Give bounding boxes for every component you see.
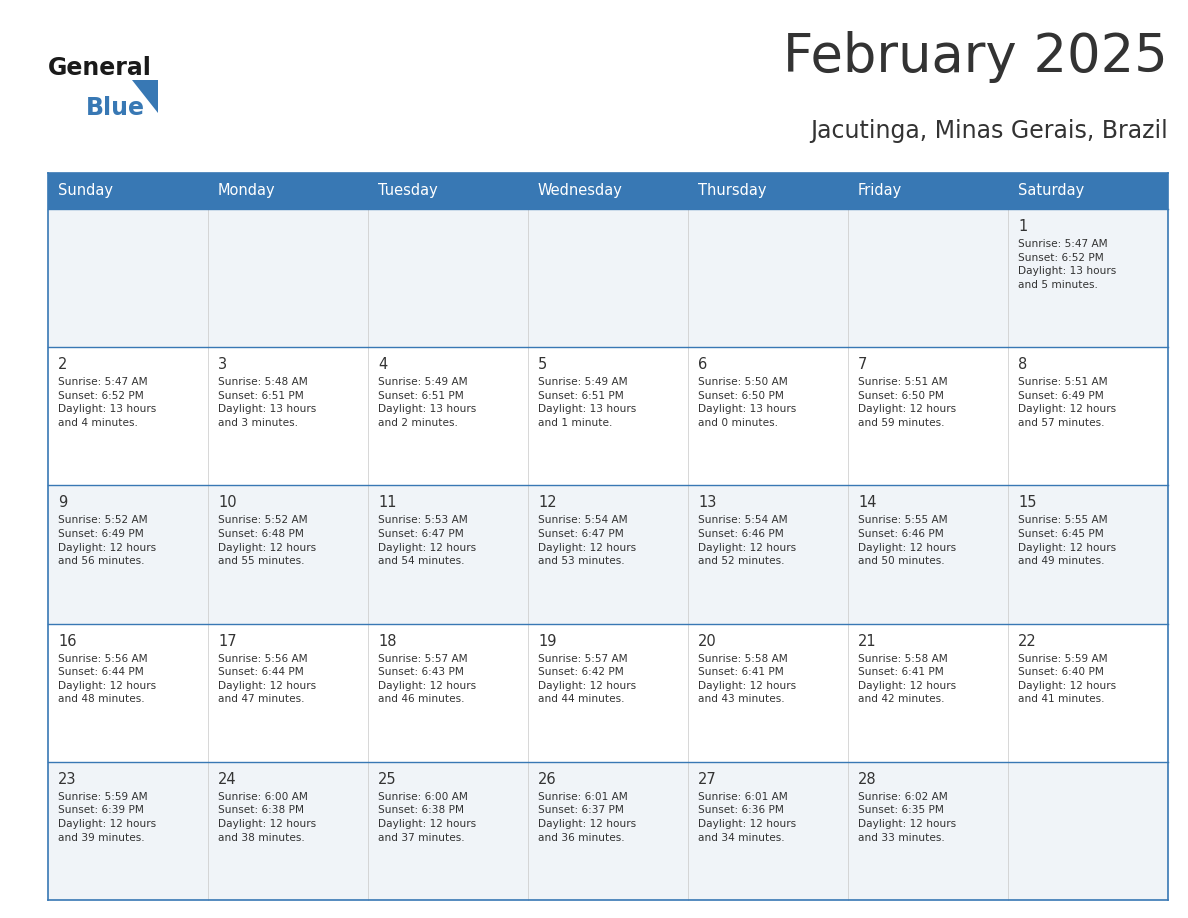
Text: February 2025: February 2025	[783, 31, 1168, 83]
Text: Sunrise: 5:55 AM
Sunset: 6:46 PM
Daylight: 12 hours
and 50 minutes.: Sunrise: 5:55 AM Sunset: 6:46 PM Dayligh…	[858, 515, 956, 566]
Text: Friday: Friday	[858, 184, 902, 198]
Text: 26: 26	[538, 772, 557, 787]
Text: Monday: Monday	[219, 184, 276, 198]
Text: Sunrise: 5:59 AM
Sunset: 6:39 PM
Daylight: 12 hours
and 39 minutes.: Sunrise: 5:59 AM Sunset: 6:39 PM Dayligh…	[58, 792, 156, 843]
Text: 5: 5	[538, 357, 548, 372]
Text: 4: 4	[378, 357, 387, 372]
Text: Tuesday: Tuesday	[378, 184, 437, 198]
Text: Sunrise: 5:58 AM
Sunset: 6:41 PM
Daylight: 12 hours
and 43 minutes.: Sunrise: 5:58 AM Sunset: 6:41 PM Dayligh…	[699, 654, 796, 704]
Text: Sunday: Sunday	[58, 184, 113, 198]
Text: Sunrise: 5:56 AM
Sunset: 6:44 PM
Daylight: 12 hours
and 48 minutes.: Sunrise: 5:56 AM Sunset: 6:44 PM Dayligh…	[58, 654, 156, 704]
Text: 22: 22	[1018, 633, 1037, 649]
Text: 7: 7	[858, 357, 867, 372]
Text: Sunrise: 5:56 AM
Sunset: 6:44 PM
Daylight: 12 hours
and 47 minutes.: Sunrise: 5:56 AM Sunset: 6:44 PM Dayligh…	[219, 654, 316, 704]
Text: Sunrise: 5:58 AM
Sunset: 6:41 PM
Daylight: 12 hours
and 42 minutes.: Sunrise: 5:58 AM Sunset: 6:41 PM Dayligh…	[858, 654, 956, 704]
Text: 10: 10	[219, 496, 236, 510]
Text: Thursday: Thursday	[699, 184, 766, 198]
Text: Sunrise: 5:51 AM
Sunset: 6:49 PM
Daylight: 12 hours
and 57 minutes.: Sunrise: 5:51 AM Sunset: 6:49 PM Dayligh…	[1018, 377, 1116, 428]
Text: 19: 19	[538, 633, 556, 649]
Text: Sunrise: 5:54 AM
Sunset: 6:47 PM
Daylight: 12 hours
and 53 minutes.: Sunrise: 5:54 AM Sunset: 6:47 PM Dayligh…	[538, 515, 636, 566]
Text: 21: 21	[858, 633, 877, 649]
Text: Sunrise: 5:48 AM
Sunset: 6:51 PM
Daylight: 13 hours
and 3 minutes.: Sunrise: 5:48 AM Sunset: 6:51 PM Dayligh…	[219, 377, 316, 428]
Text: Sunrise: 6:01 AM
Sunset: 6:37 PM
Daylight: 12 hours
and 36 minutes.: Sunrise: 6:01 AM Sunset: 6:37 PM Dayligh…	[538, 792, 636, 843]
Text: 27: 27	[699, 772, 716, 787]
Text: Sunrise: 5:54 AM
Sunset: 6:46 PM
Daylight: 12 hours
and 52 minutes.: Sunrise: 5:54 AM Sunset: 6:46 PM Dayligh…	[699, 515, 796, 566]
Polygon shape	[133, 80, 158, 113]
Text: Sunrise: 5:57 AM
Sunset: 6:43 PM
Daylight: 12 hours
and 46 minutes.: Sunrise: 5:57 AM Sunset: 6:43 PM Dayligh…	[378, 654, 476, 704]
Text: Sunrise: 6:00 AM
Sunset: 6:38 PM
Daylight: 12 hours
and 38 minutes.: Sunrise: 6:00 AM Sunset: 6:38 PM Dayligh…	[219, 792, 316, 843]
Bar	[48, 347, 1168, 486]
Text: 25: 25	[378, 772, 397, 787]
Text: Sunrise: 5:52 AM
Sunset: 6:48 PM
Daylight: 12 hours
and 55 minutes.: Sunrise: 5:52 AM Sunset: 6:48 PM Dayligh…	[219, 515, 316, 566]
Text: Sunrise: 5:47 AM
Sunset: 6:52 PM
Daylight: 13 hours
and 4 minutes.: Sunrise: 5:47 AM Sunset: 6:52 PM Dayligh…	[58, 377, 157, 428]
Text: Sunrise: 6:02 AM
Sunset: 6:35 PM
Daylight: 12 hours
and 33 minutes.: Sunrise: 6:02 AM Sunset: 6:35 PM Dayligh…	[858, 792, 956, 843]
Text: 20: 20	[699, 633, 716, 649]
Text: 11: 11	[378, 496, 397, 510]
Bar	[48, 762, 1168, 900]
Text: 9: 9	[58, 496, 68, 510]
Text: 16: 16	[58, 633, 76, 649]
Text: 3: 3	[219, 357, 227, 372]
Text: Sunrise: 6:01 AM
Sunset: 6:36 PM
Daylight: 12 hours
and 34 minutes.: Sunrise: 6:01 AM Sunset: 6:36 PM Dayligh…	[699, 792, 796, 843]
Text: Wednesday: Wednesday	[538, 184, 623, 198]
Text: Sunrise: 5:52 AM
Sunset: 6:49 PM
Daylight: 12 hours
and 56 minutes.: Sunrise: 5:52 AM Sunset: 6:49 PM Dayligh…	[58, 515, 156, 566]
Text: Sunrise: 5:47 AM
Sunset: 6:52 PM
Daylight: 13 hours
and 5 minutes.: Sunrise: 5:47 AM Sunset: 6:52 PM Dayligh…	[1018, 239, 1117, 290]
Text: 23: 23	[58, 772, 76, 787]
Text: 14: 14	[858, 496, 877, 510]
Text: 15: 15	[1018, 496, 1036, 510]
Bar	[48, 486, 1168, 623]
Text: Sunrise: 5:50 AM
Sunset: 6:50 PM
Daylight: 13 hours
and 0 minutes.: Sunrise: 5:50 AM Sunset: 6:50 PM Dayligh…	[699, 377, 796, 428]
Text: Blue: Blue	[86, 96, 145, 120]
Text: Sunrise: 5:49 AM
Sunset: 6:51 PM
Daylight: 13 hours
and 1 minute.: Sunrise: 5:49 AM Sunset: 6:51 PM Dayligh…	[538, 377, 637, 428]
Bar	[48, 173, 1168, 209]
Bar	[48, 623, 1168, 762]
Text: 1: 1	[1018, 219, 1028, 234]
Text: Sunrise: 5:51 AM
Sunset: 6:50 PM
Daylight: 12 hours
and 59 minutes.: Sunrise: 5:51 AM Sunset: 6:50 PM Dayligh…	[858, 377, 956, 428]
Text: Saturday: Saturday	[1018, 184, 1085, 198]
Text: 12: 12	[538, 496, 557, 510]
Text: 18: 18	[378, 633, 397, 649]
Text: 2: 2	[58, 357, 68, 372]
Text: 8: 8	[1018, 357, 1028, 372]
Text: 17: 17	[219, 633, 236, 649]
Text: Jacutinga, Minas Gerais, Brazil: Jacutinga, Minas Gerais, Brazil	[810, 119, 1168, 143]
Text: 28: 28	[858, 772, 877, 787]
Bar	[48, 209, 1168, 347]
Text: 6: 6	[699, 357, 707, 372]
Text: Sunrise: 5:59 AM
Sunset: 6:40 PM
Daylight: 12 hours
and 41 minutes.: Sunrise: 5:59 AM Sunset: 6:40 PM Dayligh…	[1018, 654, 1116, 704]
Text: Sunrise: 5:53 AM
Sunset: 6:47 PM
Daylight: 12 hours
and 54 minutes.: Sunrise: 5:53 AM Sunset: 6:47 PM Dayligh…	[378, 515, 476, 566]
Text: Sunrise: 6:00 AM
Sunset: 6:38 PM
Daylight: 12 hours
and 37 minutes.: Sunrise: 6:00 AM Sunset: 6:38 PM Dayligh…	[378, 792, 476, 843]
Text: Sunrise: 5:49 AM
Sunset: 6:51 PM
Daylight: 13 hours
and 2 minutes.: Sunrise: 5:49 AM Sunset: 6:51 PM Dayligh…	[378, 377, 476, 428]
Text: Sunrise: 5:57 AM
Sunset: 6:42 PM
Daylight: 12 hours
and 44 minutes.: Sunrise: 5:57 AM Sunset: 6:42 PM Dayligh…	[538, 654, 636, 704]
Text: 24: 24	[219, 772, 236, 787]
Text: 13: 13	[699, 496, 716, 510]
Text: General: General	[48, 56, 152, 80]
Text: Sunrise: 5:55 AM
Sunset: 6:45 PM
Daylight: 12 hours
and 49 minutes.: Sunrise: 5:55 AM Sunset: 6:45 PM Dayligh…	[1018, 515, 1116, 566]
